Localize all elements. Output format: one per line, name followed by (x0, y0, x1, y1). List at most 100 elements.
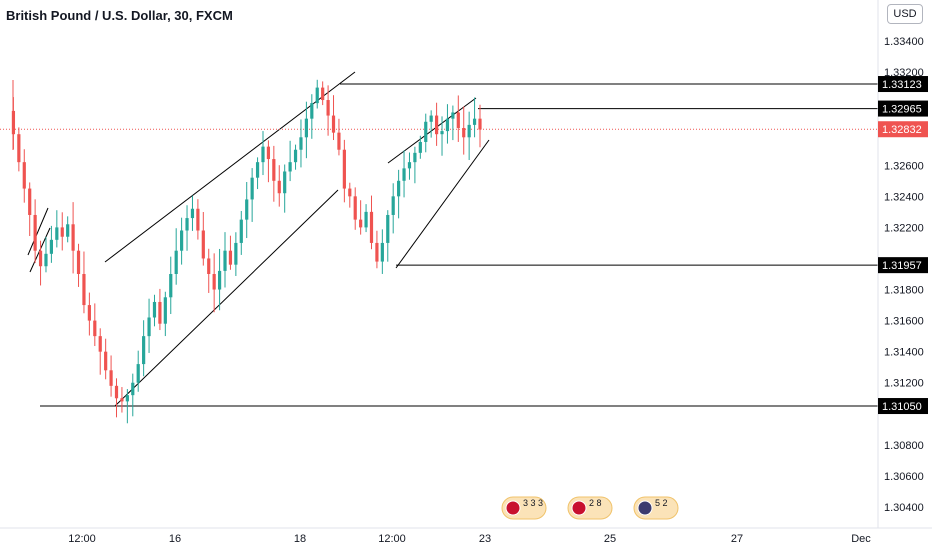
candle-body (239, 219, 243, 243)
candle-body (261, 146, 265, 163)
candle-body (472, 118, 477, 125)
candle-body (429, 115, 433, 122)
y-tick-label: 1.30800 (884, 440, 924, 452)
candle-body (391, 196, 395, 215)
candle-body (266, 146, 271, 160)
candle-body (321, 87, 325, 101)
candle-body (342, 149, 346, 189)
candle-body (22, 162, 26, 189)
candle-body (445, 118, 450, 132)
candle-body (315, 87, 319, 104)
candle-body (434, 115, 439, 135)
y-tick-label: 1.32200 (884, 222, 924, 234)
trend-line (27, 207, 49, 256)
current-price-label: 1.32832 (882, 124, 922, 136)
candle-body (196, 208, 200, 231)
candle-body (359, 219, 363, 228)
candle-body (283, 171, 287, 194)
candle-body (207, 258, 211, 274)
price-label-bg (878, 257, 928, 274)
candle-body (190, 208, 195, 219)
economic-event-badge[interactable]: 2 8 (567, 496, 613, 520)
candle-body (364, 211, 368, 228)
x-tick-label: 27 (731, 533, 743, 545)
event-counts: 2 8 (589, 498, 602, 508)
trend-line (387, 97, 477, 164)
candle-body (223, 250, 227, 271)
economic-event-badge[interactable]: 3 3 3 (501, 496, 547, 520)
candle-body (212, 274, 216, 290)
y-tick-label: 1.32600 (884, 160, 924, 172)
candle-body (277, 180, 281, 194)
event-counts: 3 3 3 (523, 498, 543, 508)
candle-body (217, 270, 222, 290)
candle-body (304, 118, 308, 138)
x-tick-label: 23 (479, 533, 491, 545)
candle-body (120, 398, 124, 402)
candle-body (136, 364, 140, 383)
candle-body (402, 168, 406, 181)
candle-body (424, 121, 428, 142)
y-tick-label: 1.31200 (884, 378, 924, 390)
event-badges[interactable]: 3 3 3 2 8 5 2 (501, 496, 679, 520)
price-label: 1.31957 (882, 260, 922, 272)
currency-button[interactable]: USD (887, 4, 923, 24)
candle-body (451, 112, 455, 119)
candle-body (288, 162, 292, 172)
price-label: 1.33123 (882, 79, 922, 91)
price-label: 1.31050 (882, 401, 922, 413)
trend-line (395, 139, 490, 269)
candle-body (201, 230, 205, 259)
candle-body (228, 250, 233, 265)
chart-title: British Pound / U.S. Dollar, 30, FXCM (6, 8, 233, 23)
candle-body (180, 230, 184, 251)
trend-line (114, 189, 339, 407)
candle-body (255, 162, 260, 178)
candle-body (82, 274, 86, 306)
trend-lines (0, 71, 878, 407)
candle-body (131, 382, 135, 396)
candle-body (142, 336, 146, 365)
candle-body (386, 214, 390, 243)
candle-body (272, 159, 276, 181)
candle-body (98, 336, 102, 352)
candle-body (152, 301, 157, 318)
candle-body (49, 239, 54, 254)
y-tick-label: 1.32400 (884, 191, 924, 203)
candle-body (456, 112, 460, 128)
candle-body (44, 253, 48, 267)
x-tick-label: 25 (604, 533, 616, 545)
candle-body (93, 320, 97, 337)
y-tick-label: 1.30600 (884, 471, 924, 483)
y-tick-label: 1.31600 (884, 316, 924, 328)
economic-event-badge[interactable]: 5 2 (633, 496, 679, 520)
candle-body (104, 351, 108, 371)
price-label-bg (878, 76, 928, 93)
x-tick-label: Dec (851, 533, 871, 545)
candle-body (125, 395, 129, 402)
candle-body (467, 124, 471, 138)
candle-body (310, 103, 314, 119)
candle-body (185, 218, 189, 231)
candle-body (33, 214, 37, 251)
x-tick-label: 16 (169, 533, 181, 545)
price-labels: 1.33123 1.32965 1.32832 1.31957 1.31050 (878, 76, 928, 415)
candle-body (234, 242, 238, 265)
candle-body (76, 250, 81, 274)
candle-body (375, 242, 379, 262)
candle-body (163, 297, 167, 324)
candle-body (250, 177, 254, 200)
y-tick-label: 1.33400 (884, 36, 924, 48)
candle-body (17, 134, 21, 163)
candle-body (293, 149, 298, 163)
candle-body (174, 250, 178, 274)
candle-body (299, 137, 303, 150)
y-tick-label: 1.31400 (884, 347, 924, 359)
candle-body (87, 305, 91, 321)
candle-body (353, 196, 357, 220)
candle-body (397, 180, 401, 197)
candle-body (462, 127, 466, 138)
candle-body (369, 211, 374, 243)
time-axis[interactable]: 12:00 16 18 12:00 23 25 27 Dec (0, 527, 932, 545)
